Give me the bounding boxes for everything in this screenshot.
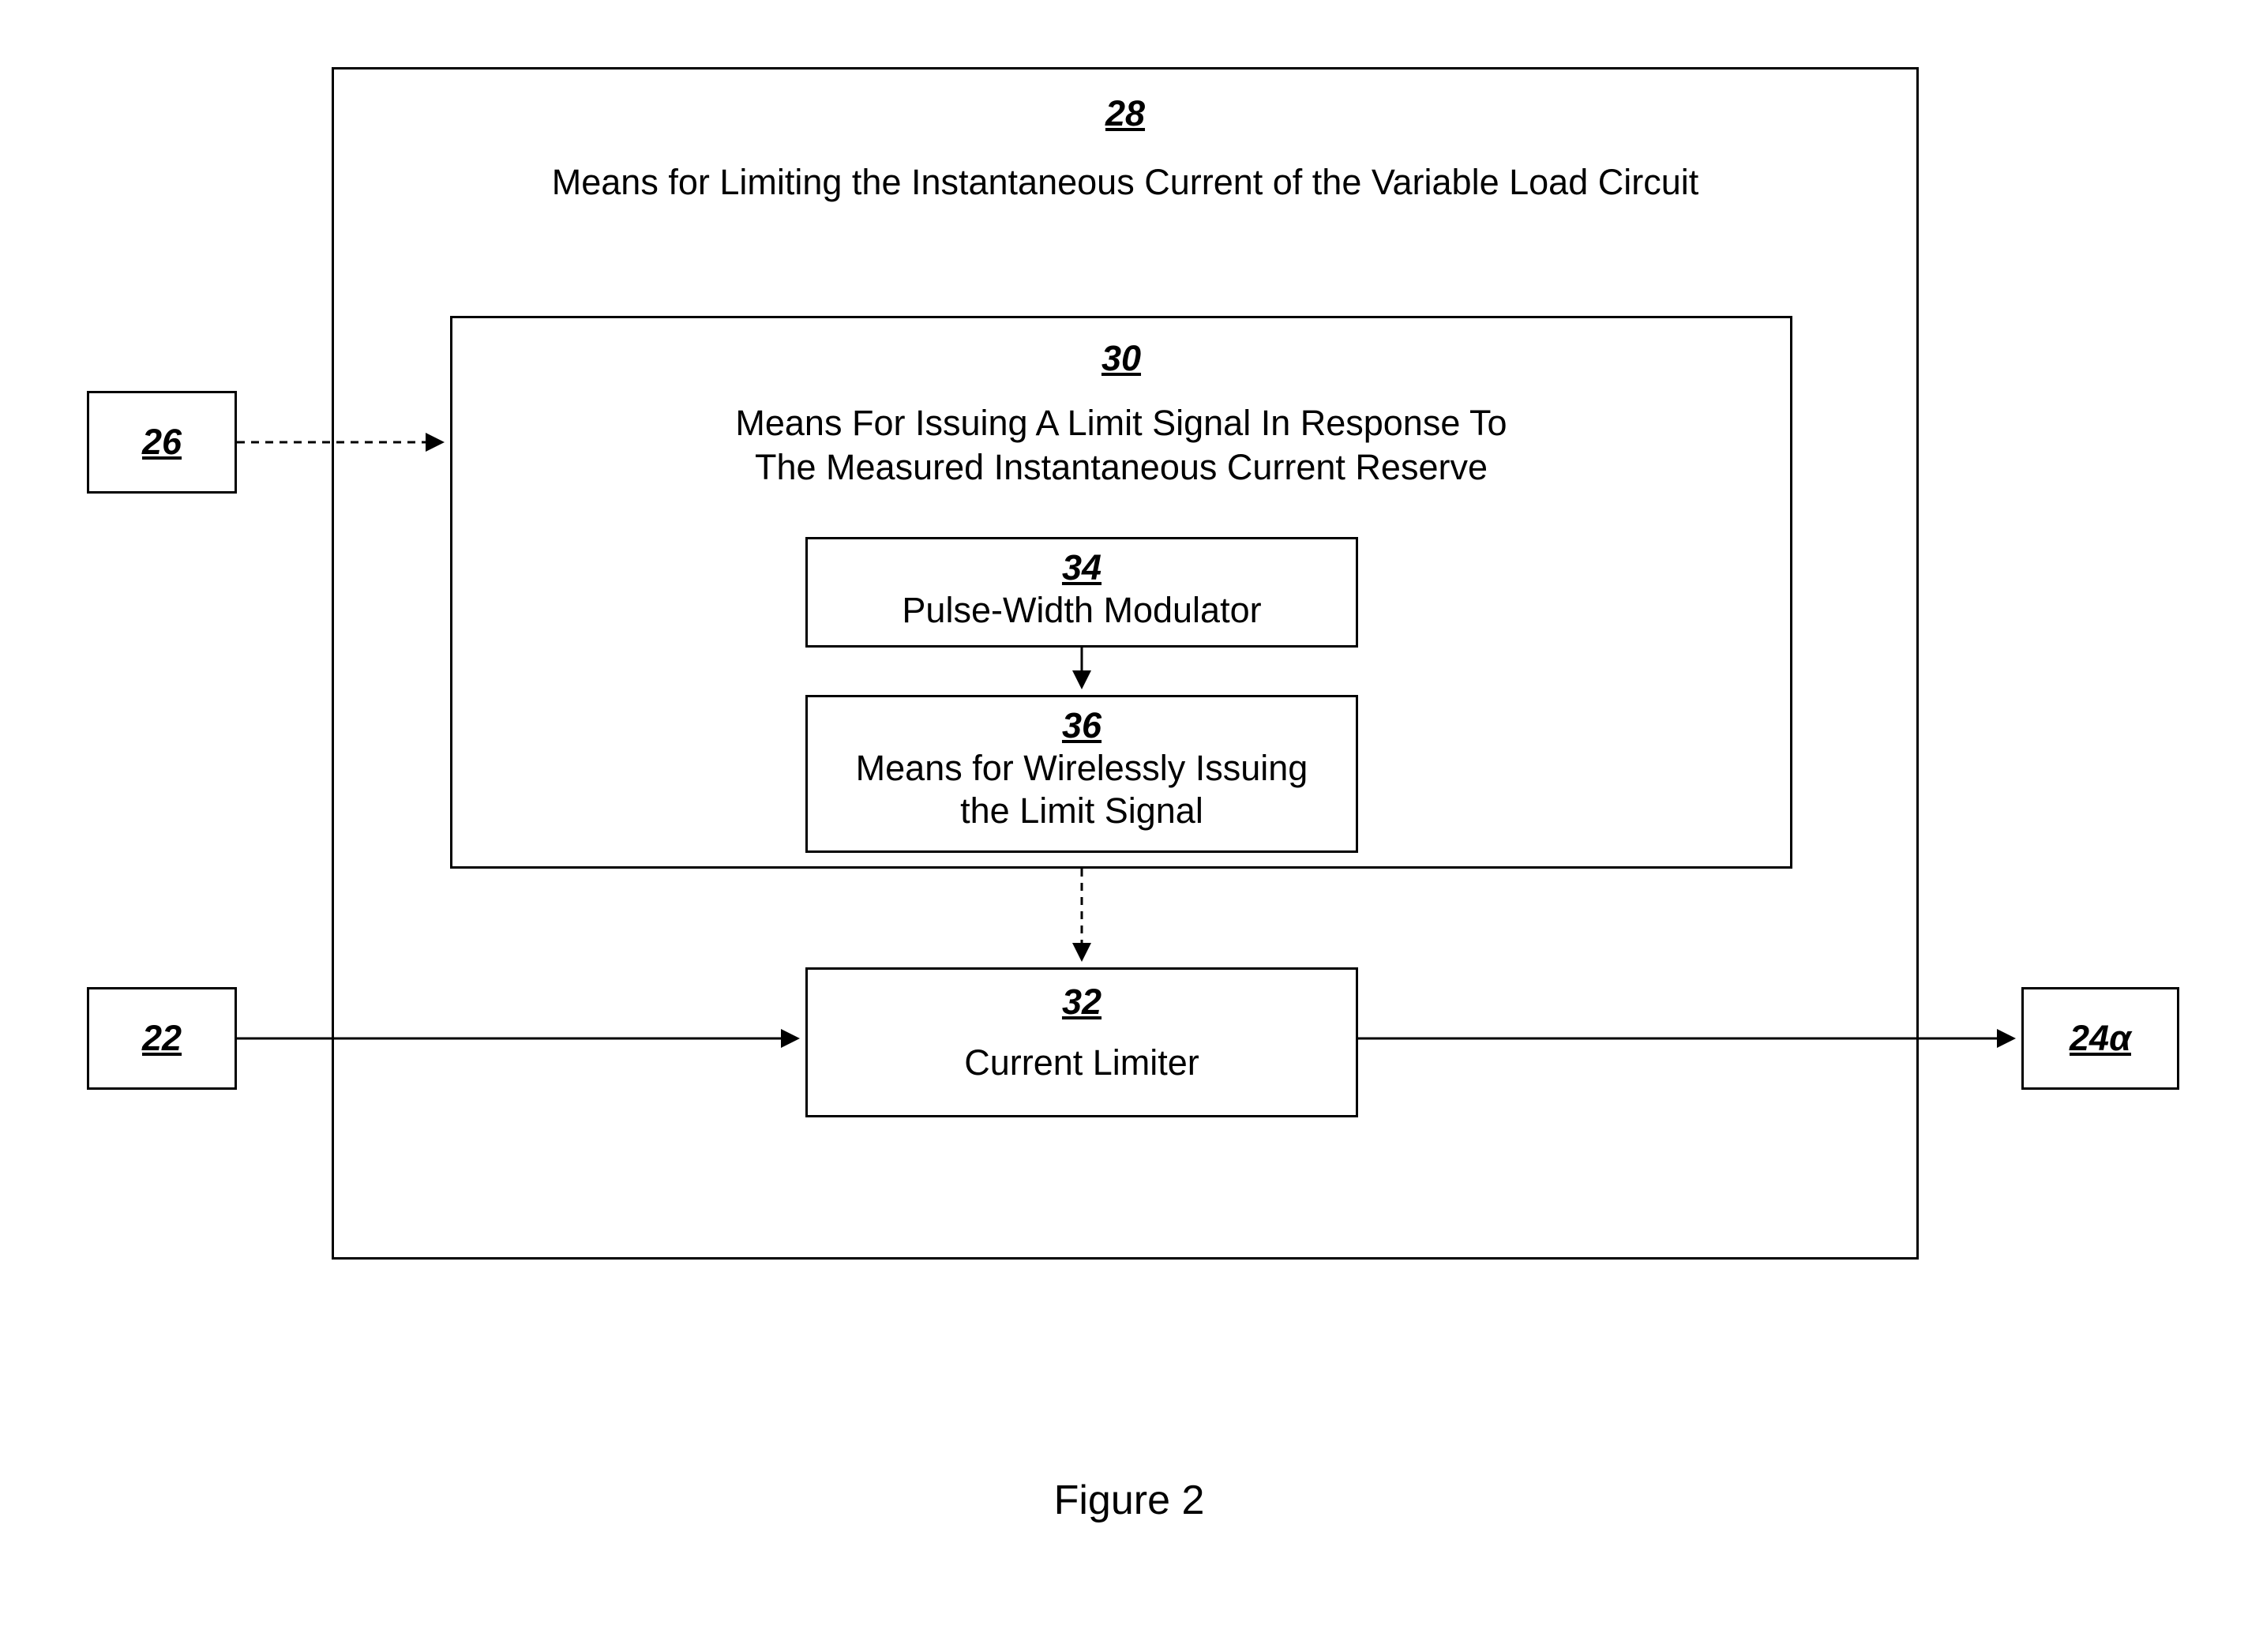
box-36: 36 Means for Wirelessly Issuing the Limi… xyxy=(805,695,1358,853)
box-24a: 24α xyxy=(2021,987,2179,1090)
box-28-number: 28 xyxy=(334,93,1916,134)
box-34-number: 34 xyxy=(808,547,1356,588)
box-36-text-2: the Limit Signal xyxy=(808,790,1356,832)
box-34-text: Pulse-Width Modulator xyxy=(808,590,1356,631)
box-30-number: 30 xyxy=(452,338,1790,379)
box-34: 34 Pulse-Width Modulator xyxy=(805,537,1358,648)
box-36-number: 36 xyxy=(808,705,1356,746)
box-24a-number: 24α xyxy=(2070,1018,2131,1059)
box-30-text-1: Means For Issuing A Limit Signal In Resp… xyxy=(452,403,1790,444)
diagram-canvas: 28 Means for Limiting the Instantaneous … xyxy=(0,0,2263,1652)
box-32-number: 32 xyxy=(808,982,1356,1023)
box-32-text: Current Limiter xyxy=(808,1042,1356,1083)
box-32: 32 Current Limiter xyxy=(805,967,1358,1117)
box-26-number: 26 xyxy=(142,422,182,463)
box-22: 22 xyxy=(87,987,237,1090)
box-26: 26 xyxy=(87,391,237,494)
figure-caption: Figure 2 xyxy=(932,1477,1327,1524)
box-30-text-2: The Measured Instantaneous Current Reser… xyxy=(452,447,1790,488)
box-36-text-1: Means for Wirelessly Issuing xyxy=(808,748,1356,789)
box-28-text: Means for Limiting the Instantaneous Cur… xyxy=(334,162,1916,203)
box-22-number: 22 xyxy=(142,1018,182,1059)
